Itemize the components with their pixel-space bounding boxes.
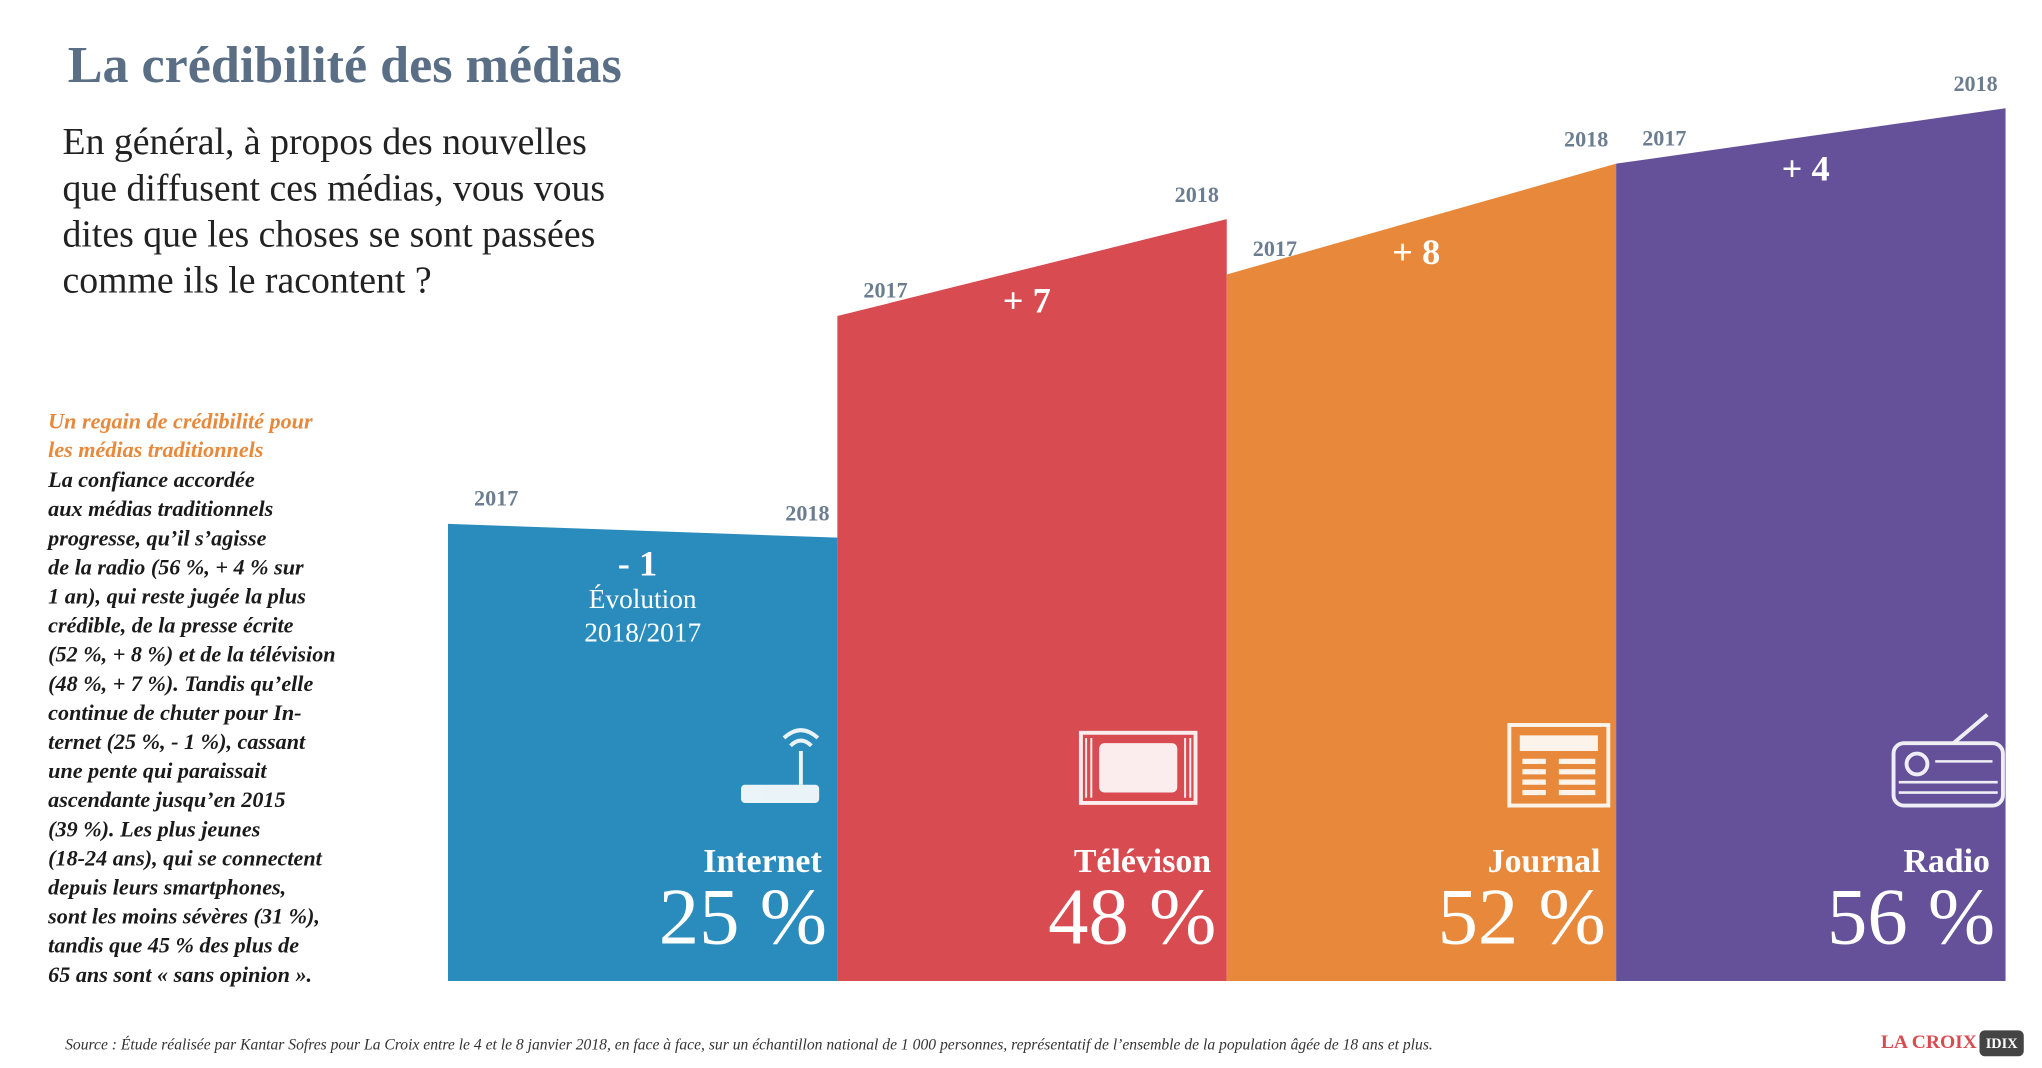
note-heading: les médias traditionnels	[48, 437, 263, 462]
icon-part	[1952, 713, 1989, 745]
annotation: 2018/2017	[584, 618, 701, 648]
value-label: 56 %	[1827, 873, 1995, 962]
change-label: + 8	[1392, 232, 1440, 272]
logo: LA CROIX	[1881, 1032, 1977, 1053]
subtitle: que diffusent ces médias, vous vous	[63, 167, 606, 209]
category-label: Télévison	[1074, 843, 1211, 880]
note-body: depuis leurs smartphones,	[48, 875, 286, 900]
category-label: Internet	[703, 843, 822, 880]
logo-badge: IDIX	[1986, 1036, 2018, 1052]
year-label: 2018	[1175, 182, 1219, 207]
note-body: aux médias traditionnels	[48, 496, 273, 521]
category-label: Radio	[1903, 843, 1990, 880]
bar	[1226, 163, 1617, 981]
note-heading: Un regain de crédibilité pour	[48, 409, 313, 434]
note-body: La confiance accordée	[47, 467, 255, 492]
note-body: (39 %). Les plus jeunes	[48, 816, 260, 841]
change-label: - 1	[618, 544, 657, 584]
year-label: 2017	[1642, 125, 1686, 150]
value-label: 25 %	[659, 873, 827, 962]
note-body: crédible, de la presse écrite	[48, 613, 293, 638]
icon	[1078, 730, 1198, 805]
subtitle: dites que les choses se sont passées	[63, 213, 596, 255]
note-body: sont les moins sévères (31 %),	[47, 904, 320, 929]
icon-part	[1507, 723, 1611, 808]
source: Source : Étude réalisée par Kantar Sofre…	[65, 1037, 1433, 1054]
icon-part	[1522, 758, 1596, 796]
note-body: continue de chuter pour In-	[48, 700, 301, 725]
change-label: + 7	[1003, 280, 1051, 320]
note-body: (52 %, + 8 %) et de la télévision	[48, 642, 335, 667]
note-body: une pente qui paraissait	[48, 758, 267, 783]
icon-part	[1519, 735, 1598, 751]
note-body: 65 ans sont « sans opinion ».	[48, 962, 312, 987]
note-body: de la radio (56 %, + 4 % sur	[48, 554, 304, 579]
logo-badge-bg	[1979, 1030, 2024, 1057]
icon-part	[1078, 730, 1198, 805]
icon-part	[782, 728, 820, 748]
annotation: Évolution	[589, 584, 697, 614]
year-label: 2018	[785, 501, 829, 526]
year-label: 2017	[863, 278, 907, 303]
icon	[1507, 723, 1611, 808]
value-label: 48 %	[1048, 873, 1216, 962]
year-label: 2018	[1564, 127, 1608, 152]
icon-part	[1099, 743, 1178, 793]
note-body: progresse, qu’il s’agisse	[46, 525, 266, 550]
bar	[447, 523, 838, 981]
icon-part	[1891, 741, 2005, 808]
note-body: ternet (25 %, - 1 %), cassant	[48, 729, 306, 754]
note-body: (18-24 ans), qui se connectent	[48, 845, 322, 870]
icon	[741, 728, 820, 803]
note-body: 1 an), qui reste jugée la plus	[48, 584, 306, 609]
icon-part	[1898, 760, 1998, 794]
year-label: 2017	[1253, 236, 1297, 261]
category-label: Journal	[1488, 843, 1601, 880]
note-body: tandis que 45 % des plus de	[48, 933, 299, 958]
year-label: 2018	[1953, 71, 1997, 96]
change-label: + 4	[1782, 149, 1830, 189]
icon-part	[741, 784, 820, 803]
subtitle: En général, à propos des nouvelles	[63, 121, 587, 163]
chart-title: La crédibilité des médias	[68, 37, 622, 94]
icon	[1891, 713, 2005, 808]
value-label: 52 %	[1438, 873, 1606, 962]
note-body: (48 %, + 7 %). Tandis qu’elle	[48, 671, 313, 696]
year-label: 2017	[474, 486, 518, 511]
icon-part	[1904, 751, 1930, 777]
icon-part	[1085, 737, 1192, 798]
note-body: ascendante jusqu’en 2015	[48, 787, 285, 812]
subtitle: comme ils le racontent ?	[63, 260, 432, 302]
